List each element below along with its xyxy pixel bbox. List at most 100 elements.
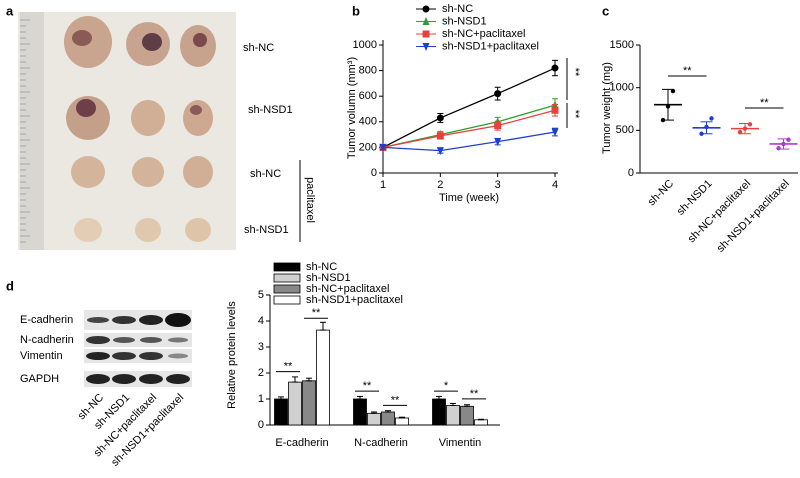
- y-tick-label: 400: [359, 116, 377, 128]
- significance: **: [470, 388, 479, 400]
- y-tick-label: 1000: [610, 82, 634, 94]
- legend-label: sh-NC: [442, 3, 473, 15]
- bar: [353, 398, 367, 426]
- marker: [494, 122, 502, 130]
- y-tick-label: 1500: [610, 39, 634, 51]
- bar: [367, 412, 381, 426]
- western-blot: [84, 310, 192, 387]
- significance: **: [683, 65, 692, 77]
- bar: [460, 405, 474, 426]
- row-label: sh-NSD1: [248, 104, 293, 116]
- legend-label: sh-NSD1+paclitaxel: [306, 294, 403, 306]
- y-tick-label: 5: [258, 289, 264, 301]
- row-label: sh-NC: [243, 42, 274, 54]
- y-axis-title: Tumor volumn (mm³): [346, 57, 358, 159]
- data-point: [747, 122, 753, 127]
- tumor-photo: [18, 12, 236, 250]
- protein-label: N-cadherin: [20, 334, 74, 346]
- bar: [432, 398, 446, 426]
- legend-marker: [422, 43, 430, 51]
- legend-marker: [422, 30, 430, 38]
- marker: [494, 138, 502, 147]
- bar: [446, 405, 460, 426]
- bar: [302, 380, 316, 426]
- y-tick-label: 500: [616, 124, 634, 136]
- x-tick-label: sh-NC: [646, 178, 677, 209]
- data-point: [737, 129, 743, 135]
- data-point: [776, 146, 781, 151]
- x-axis-title: Time (week): [439, 192, 499, 204]
- y-tick-label: 0: [628, 167, 634, 179]
- legend-swatch: [273, 295, 301, 305]
- bar: [288, 381, 302, 426]
- x-tick-label: 3: [495, 179, 501, 191]
- series-line: [382, 67, 556, 148]
- legend-swatch: [273, 273, 301, 283]
- y-tick-label: 3: [258, 341, 264, 353]
- protein-label: Vimentin: [20, 350, 63, 362]
- x-tick-label: N-cadherin: [354, 437, 408, 449]
- marker: [551, 128, 559, 137]
- protein-label: GAPDH: [20, 373, 59, 385]
- x-tick-label: sh-NSD1: [675, 178, 715, 218]
- y-axis-title: Relative protein levels: [226, 301, 238, 409]
- bar: [274, 398, 288, 426]
- data-point: [670, 88, 676, 94]
- significance: **: [284, 361, 293, 373]
- marker: [379, 143, 387, 152]
- y-tick-label: 1: [258, 393, 264, 405]
- ruler: [20, 12, 44, 250]
- protein-label: E-cadherin: [20, 314, 73, 326]
- marker: [436, 147, 444, 156]
- row-label: sh-NC: [250, 168, 281, 180]
- panel-label: c: [602, 3, 609, 18]
- legend-label: sh-NSD1: [306, 272, 351, 284]
- legend-label: sh-NSD1: [442, 15, 487, 27]
- significance: **: [363, 380, 372, 392]
- tumors: [64, 16, 216, 242]
- panel-label: b: [352, 3, 360, 18]
- series-line: [382, 109, 556, 149]
- legend-label: sh-NC: [306, 261, 337, 273]
- y-tick-label: 4: [258, 315, 264, 327]
- significance: **: [569, 110, 581, 119]
- significance: **: [569, 68, 581, 77]
- panel-label: a: [6, 3, 14, 18]
- y-tick-label: 600: [359, 90, 377, 102]
- x-tick-label: 2: [437, 179, 443, 191]
- y-tick-label: 1000: [353, 39, 377, 51]
- significance: **: [760, 97, 769, 109]
- series-line: [382, 131, 556, 152]
- legend-marker: [422, 17, 430, 25]
- bar: [395, 417, 409, 426]
- data-point: [786, 137, 791, 142]
- legend-marker: [422, 5, 430, 13]
- legend-label: sh-NSD1+paclitaxel: [442, 40, 539, 52]
- panel-label: d: [6, 278, 14, 293]
- marker: [436, 132, 444, 140]
- group-label: paclitaxel: [304, 177, 316, 223]
- y-axis-title: Tumor weight (mg): [601, 62, 613, 154]
- y-tick-label: 200: [359, 141, 377, 153]
- significance: **: [312, 307, 321, 319]
- ruler-ticks: [20, 19, 30, 243]
- x-tick-label: Vimentin: [439, 437, 482, 449]
- row-label: sh-NSD1: [244, 224, 289, 236]
- significance: **: [391, 394, 400, 406]
- y-tick-label: 0: [258, 419, 264, 431]
- legend-label: sh-NC+paclitaxel: [442, 28, 525, 40]
- marker: [436, 114, 444, 122]
- x-tick-label: sh-NSD1+paclitaxel: [715, 178, 792, 255]
- x-tick-label: 1: [380, 179, 386, 191]
- bar: [381, 411, 395, 426]
- bar: [316, 329, 330, 426]
- marker: [551, 106, 559, 114]
- marker: [551, 64, 559, 72]
- x-tick-label: E-cadherin: [275, 437, 328, 449]
- significance: *: [444, 380, 449, 392]
- y-tick-label: 2: [258, 367, 264, 379]
- legend-label: sh-NC+paclitaxel: [306, 283, 389, 295]
- y-tick-label: 800: [359, 65, 377, 77]
- x-tick-label: 4: [552, 179, 558, 191]
